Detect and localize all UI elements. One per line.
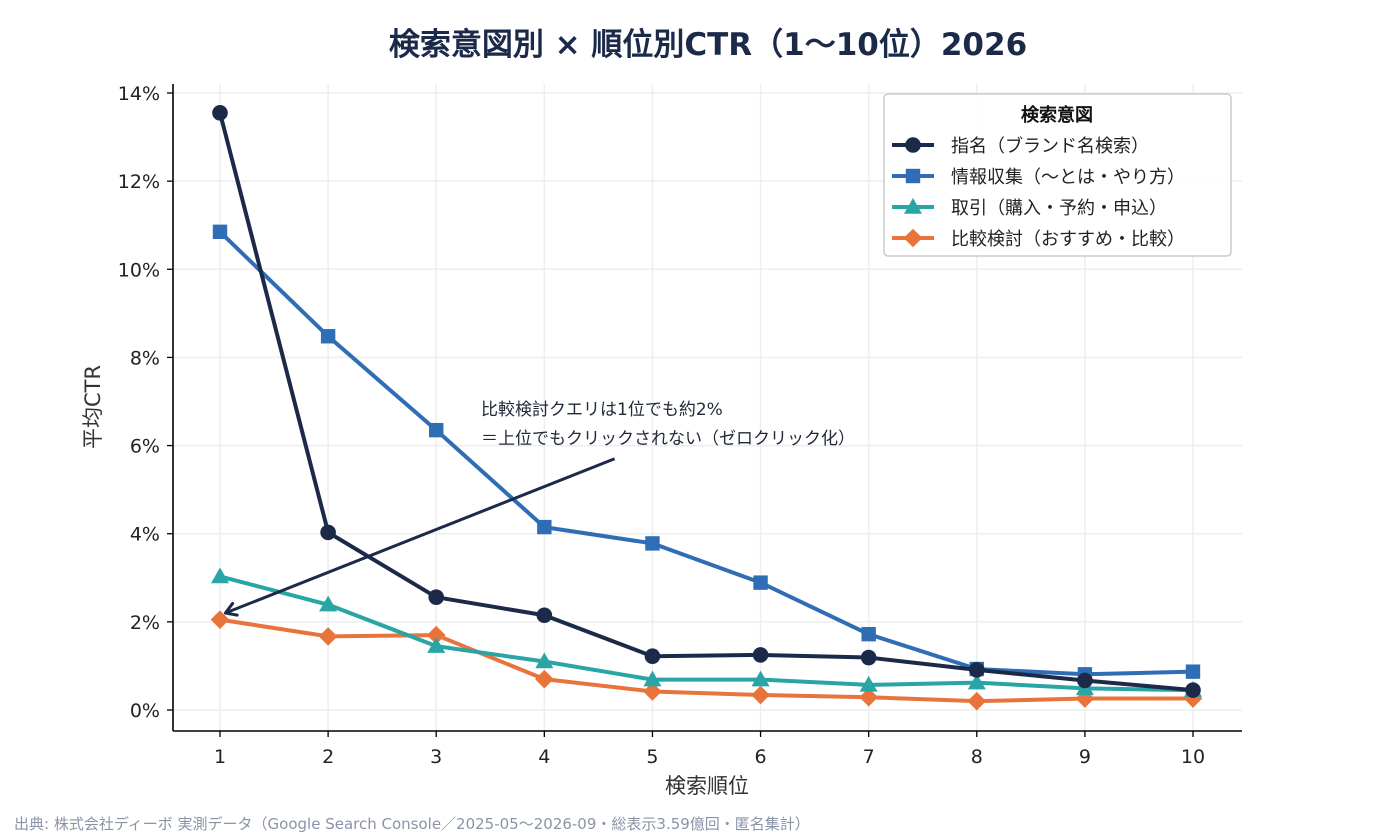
annotation-line-1: 比較検討クエリは1位でも約2%	[481, 400, 723, 420]
data-point	[535, 669, 554, 689]
annotation-arrowhead	[223, 601, 239, 617]
series-layer	[210, 105, 1203, 711]
data-point	[320, 329, 336, 344]
chart-title: 検索意図別 × 順位別CTR（1〜10位）2026	[389, 27, 1027, 63]
y-tick-label: 10%	[118, 259, 160, 281]
data-point	[210, 610, 230, 629]
series-line	[218, 229, 1195, 677]
legend-box	[883, 93, 1232, 257]
x-tick-label: 4	[538, 746, 550, 768]
data-point	[861, 626, 876, 642]
y-tick-label: 6%	[130, 436, 160, 458]
data-point	[212, 224, 228, 240]
data-point	[751, 670, 770, 687]
legend-item-4: 比較検討（おすすめ・比較）	[892, 228, 1185, 250]
x-tick-label: 10	[1181, 746, 1205, 768]
legend-title: 検索意図	[1021, 104, 1093, 126]
series-line	[218, 617, 1195, 704]
legend-label: 取引（購入・予約・申込）	[951, 198, 1167, 219]
series-line	[218, 574, 1195, 693]
y-tick-label: 12%	[118, 171, 160, 193]
x-tick-label: 1	[214, 746, 226, 768]
x-tick-label: 2	[322, 746, 334, 768]
data-point	[429, 422, 444, 438]
data-point	[643, 670, 662, 687]
y-tick-label: 14%	[118, 83, 160, 105]
data-point	[428, 589, 445, 605]
y-ticks: 0% 2% 4% 6% 8% 10% 12% 14%	[118, 83, 173, 722]
data-point	[211, 567, 229, 584]
data-point	[320, 524, 336, 541]
data-point	[1185, 682, 1201, 698]
legend-label: 比較検討（おすすめ・比較）	[951, 229, 1185, 250]
data-point	[752, 647, 769, 663]
y-tick-label: 4%	[130, 524, 160, 546]
data-point	[860, 649, 877, 666]
data-point	[318, 627, 338, 646]
series-line	[218, 110, 1195, 693]
data-point	[968, 662, 985, 678]
x-tick-label: 6	[755, 746, 767, 768]
x-ticks: 1 2 3 4 5 6 7 8 9 10	[214, 731, 1205, 768]
data-point	[644, 648, 661, 665]
data-point	[427, 637, 446, 653]
data-point	[905, 137, 921, 153]
grid	[173, 84, 1242, 731]
series-1	[212, 105, 1201, 698]
data-point	[1185, 664, 1201, 679]
axes	[172, 84, 1242, 732]
y-axis-label: 平均CTR	[81, 365, 105, 449]
legend-item-2: 情報収集（〜とは・やり方）	[892, 167, 1185, 188]
x-tick-label: 9	[1079, 746, 1091, 768]
data-point	[1077, 672, 1093, 689]
y-tick-label: 2%	[130, 612, 160, 634]
annotation-arrow	[224, 457, 616, 615]
y-tick-label: 0%	[130, 700, 160, 722]
legend: 検索意図 指名（ブランド名検索） 情報収集（〜とは・やり方） 取引（購入・予約・申込…	[883, 93, 1232, 257]
x-tick-label: 3	[430, 746, 442, 768]
x-tick-label: 8	[971, 746, 983, 768]
data-point	[967, 691, 987, 711]
data-point	[426, 625, 446, 645]
data-point	[319, 595, 338, 612]
data-point	[645, 536, 660, 551]
data-point	[751, 685, 770, 705]
data-point	[859, 675, 878, 692]
legend-items: 指名（ブランド名検索） 情報収集（〜とは・やり方） 取引（購入・予約・申込） 比較検討…	[892, 135, 1185, 250]
data-point	[643, 682, 662, 701]
legend-item-1: 指名（ブランド名検索）	[892, 135, 1149, 157]
data-point	[905, 168, 921, 184]
data-point	[537, 519, 552, 535]
x-tick-label: 5	[646, 746, 658, 768]
source-note: 出典: 株式会社ディーボ 実測データ（Google Search Console…	[14, 815, 810, 833]
legend-label: 指名（ブランド名検索）	[951, 135, 1149, 157]
data-point	[967, 673, 986, 690]
x-axis-label: 検索順位	[665, 774, 749, 798]
annotation: 比較検討クエリは1位でも約2% ＝上位でもクリックされない（ゼロクリック化）	[223, 400, 855, 617]
data-point	[903, 228, 923, 248]
series-3	[211, 567, 1202, 697]
legend-label: 情報収集（〜とは・やり方）	[951, 167, 1185, 188]
data-point	[904, 198, 922, 214]
data-point	[212, 105, 228, 121]
annotation-line-2: ＝上位でもクリックされない（ゼロクリック化）	[481, 429, 855, 449]
series-4	[210, 610, 1203, 711]
y-tick-label: 8%	[130, 347, 160, 369]
data-point	[535, 652, 554, 669]
series-2	[212, 224, 1201, 682]
data-point	[753, 575, 768, 590]
x-tick-label: 7	[863, 746, 875, 768]
data-point	[536, 607, 553, 624]
legend-item-3: 取引（購入・予約・申込）	[892, 198, 1167, 219]
data-point	[859, 687, 878, 707]
